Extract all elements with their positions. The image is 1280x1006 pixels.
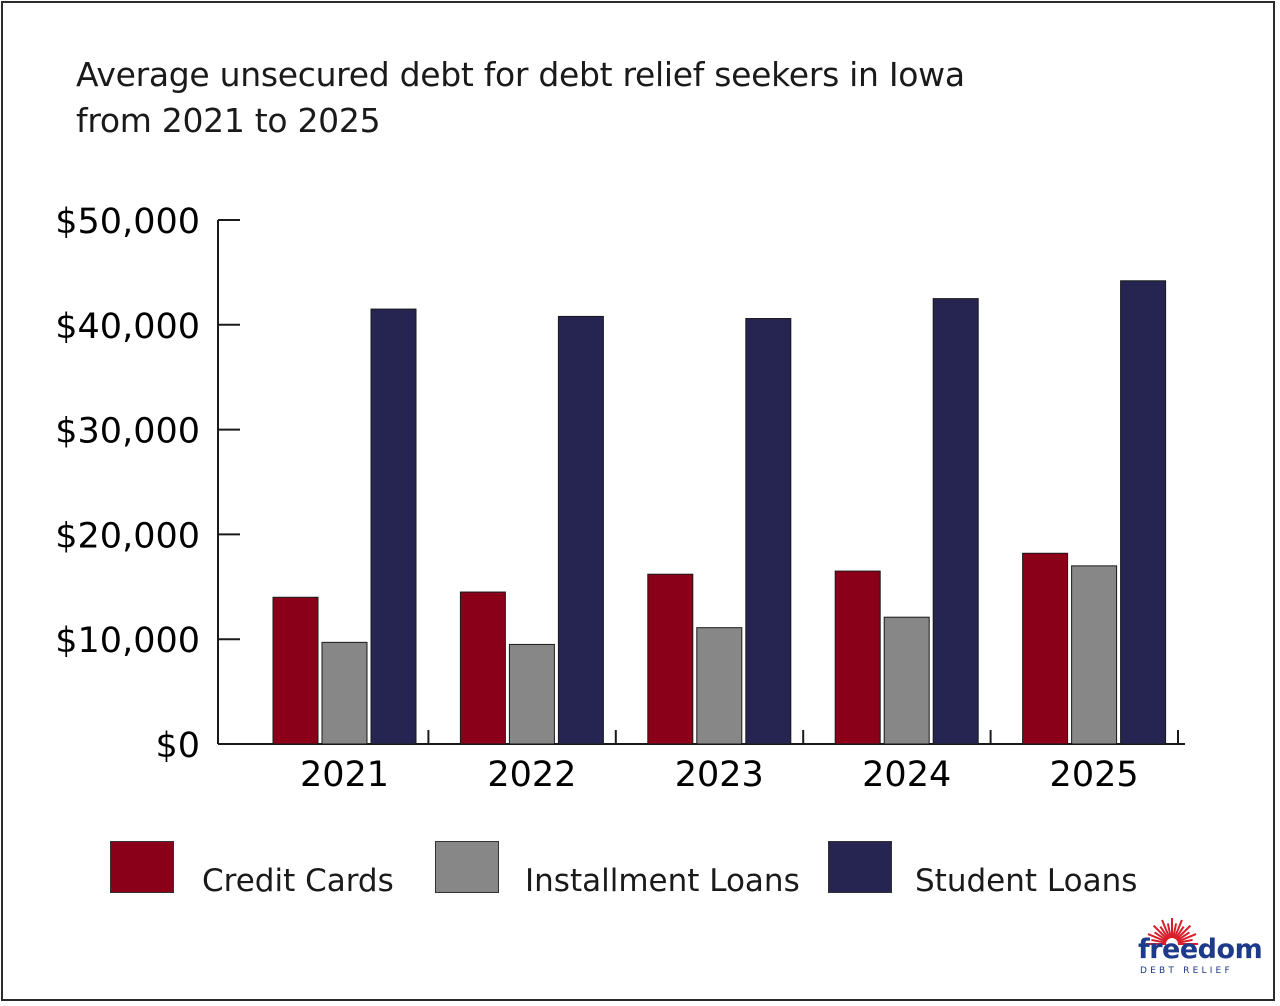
- sunburst-ray: [1166, 923, 1172, 939]
- y-tick-label: $30,000: [55, 412, 200, 452]
- bar-credit-cards-2023: [647, 573, 694, 745]
- chart-title-line-1: Average unsecured debt for debt relief s…: [76, 55, 965, 94]
- bars: [272, 280, 1167, 745]
- legend-swatch-credit-cards: [110, 841, 174, 893]
- logo-subtext: DEBT RELIEF: [1140, 966, 1233, 976]
- legend-swatch-installment-loans: [435, 841, 499, 893]
- logo-wordmark: freedom: [1138, 934, 1263, 965]
- sunburst-ray: [1175, 924, 1192, 941]
- sunburst-ray: [1177, 938, 1193, 944]
- sunburst-ray: [1174, 925, 1185, 940]
- legend-label-installment-loans: Installment Loans: [525, 863, 800, 899]
- legend-label-credit-cards: Credit Cards: [202, 863, 394, 899]
- bar-credit-cards-2021: [272, 596, 319, 745]
- sunburst-ray: [1173, 919, 1183, 939]
- x-tick-label: 2021: [300, 755, 389, 795]
- sunburst-ray: [1151, 938, 1167, 944]
- bar-credit-cards-2024: [834, 570, 881, 745]
- sunburst-ray: [1161, 919, 1171, 939]
- chart-title: Average unsecured debt for debt relief s…: [76, 52, 1076, 144]
- sunburst-icon: [1146, 918, 1198, 945]
- sunburst-ray: [1152, 924, 1169, 941]
- bar-installment-loans-2022: [508, 643, 555, 745]
- bar-student-loans-2024: [932, 298, 979, 745]
- legend: Credit Cards Installment Loans Student L…: [0, 841, 1280, 901]
- bar-credit-cards-2022: [459, 591, 506, 745]
- y-tick-label: $20,000: [55, 516, 200, 556]
- bar-student-loans-2021: [370, 308, 417, 745]
- bar-installment-loans-2025: [1071, 565, 1118, 745]
- x-tick-label: 2024: [862, 755, 951, 795]
- freedom-debt-relief-logo: freedom DEBT RELIEF: [1132, 908, 1263, 988]
- bar-student-loans-2022: [557, 315, 604, 745]
- sunburst-ray: [1147, 933, 1167, 943]
- bar-installment-loans-2024: [883, 616, 930, 745]
- sunburst-ray: [1177, 933, 1197, 943]
- x-axis: 2021 2022 2023 2024 2025: [218, 730, 1185, 795]
- sunburst-ray: [1153, 931, 1168, 942]
- legend-swatch-student-loans: [828, 841, 892, 893]
- bar-student-loans-2023: [745, 318, 792, 745]
- y-tick-label: $10,000: [55, 621, 200, 661]
- y-tick-label: $0: [155, 726, 200, 766]
- bar-installment-loans-2021: [321, 641, 368, 745]
- bar-installment-loans-2023: [696, 627, 743, 745]
- bar-credit-cards-2025: [1022, 552, 1069, 745]
- x-tick-label: 2022: [487, 755, 576, 795]
- legend-label-student-loans: Student Loans: [915, 863, 1138, 899]
- sunburst-ray: [1159, 925, 1170, 940]
- bar-student-loans-2025: [1120, 280, 1167, 745]
- chart-title-line-2: from 2021 to 2025: [76, 101, 381, 140]
- y-tick-label: $50,000: [55, 202, 200, 242]
- y-axis: $0 $10,000 $20,000 $30,000 $40,000 $50,000: [55, 202, 240, 766]
- sunburst-ray: [1176, 931, 1191, 942]
- x-tick-label: 2023: [675, 755, 764, 795]
- x-tick-label: 2025: [1050, 755, 1139, 795]
- y-tick-label: $40,000: [55, 307, 200, 347]
- sunburst-ray: [1172, 923, 1178, 939]
